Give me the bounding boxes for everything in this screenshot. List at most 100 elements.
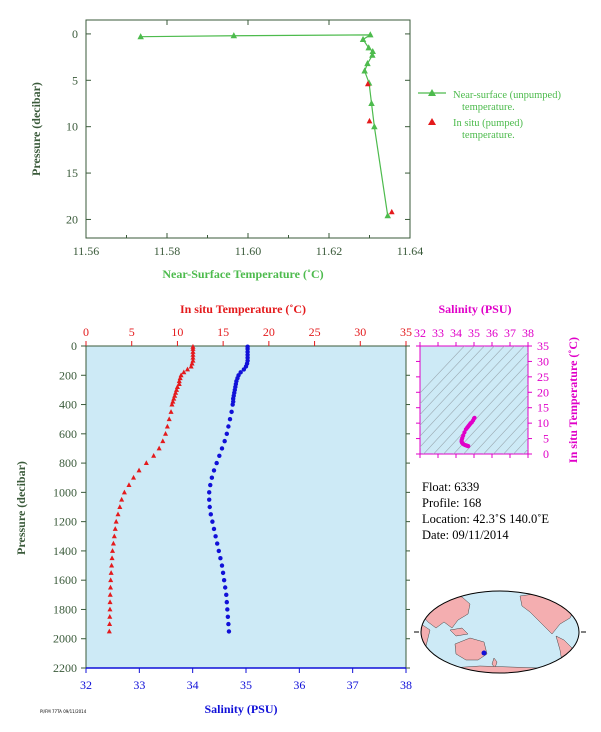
salinity-point: [225, 614, 231, 619]
insitu-temperature-point: [388, 208, 395, 215]
pressure-tick-label: 2200: [53, 661, 77, 675]
ts-isopycnal-curve: [420, 346, 515, 448]
temperature-point: [119, 496, 125, 502]
ts-salinity-tick-label: 32: [414, 326, 426, 340]
ts-isopycnal-curve: [513, 437, 528, 454]
temperature-point: [188, 363, 194, 369]
temperature-point: [170, 398, 176, 404]
pressure-axis-title: Pressure (decibar): [14, 461, 28, 555]
pressure-tick-label: 0: [71, 339, 77, 353]
temperature-tick-label: 20: [263, 325, 275, 339]
temperature-point: [143, 460, 149, 466]
ts-x-axis-title: Salinity (PSU): [438, 302, 511, 316]
salinity-point: [213, 534, 218, 539]
temperature-point: [190, 351, 196, 357]
salinity-tick-label: 35: [240, 678, 252, 692]
profile-date: Date: 09/11/2014: [422, 528, 509, 542]
ts-isopycnal-curve: [433, 352, 528, 454]
temperature-point: [107, 584, 114, 590]
temperature-tick-label: 30: [354, 325, 366, 339]
salinity-point: [207, 490, 212, 495]
temperature-point: [173, 387, 180, 392]
temperature-tick-label: 10: [171, 325, 183, 339]
profile-number: Profile: 168: [422, 496, 482, 510]
near-surface-y-tick-label: 20: [66, 212, 78, 226]
world-map: [414, 590, 586, 674]
salinity-point: [215, 541, 220, 546]
ts-temperature-tick-label: 20: [537, 385, 549, 399]
ts-isopycnal-curve: [423, 346, 525, 454]
near-surface-axes: 11.56 11.58 11.60 11.62 11.64 0 5 10 15 20: [66, 20, 423, 258]
ts-temperature-tick-label: 35: [537, 339, 549, 353]
temperature-tick-label: 5: [129, 325, 135, 339]
salinity-tick-label: 32: [80, 678, 92, 692]
ts-diagram-background: [419, 345, 529, 455]
ts-isopycnal-curve: [420, 346, 475, 405]
salinity-point: [224, 431, 229, 437]
temperature-point: [131, 474, 137, 480]
ts-temperature-tick-label: 25: [537, 370, 549, 384]
temperature-point: [109, 555, 115, 561]
temperature-point: [166, 416, 172, 422]
temperature-point: [107, 621, 113, 627]
temperature-tick-label: 25: [309, 325, 321, 339]
temperature-point: [176, 381, 182, 387]
unpumped-temperature-point: [364, 60, 371, 67]
temperature-point: [108, 570, 114, 575]
temperature-point: [107, 599, 113, 605]
near-surface-x-tick-label: 11.56: [73, 244, 100, 258]
temperature-tick-label: 15: [217, 325, 229, 339]
unpumped-temperature-point: [371, 123, 378, 130]
ts-isopycnal-curve: [473, 394, 528, 454]
temperature-point: [136, 467, 142, 473]
salinity-tick-label: 36: [293, 678, 305, 692]
ts-isopycnal-curve: [420, 346, 465, 394]
ts-temperature-tick-label: 10: [537, 416, 549, 430]
temperature-tick-label: 0: [83, 325, 89, 339]
ts-isopycnal-curve: [443, 362, 528, 454]
pressure-tick-label: 1800: [53, 602, 77, 616]
temperature-point: [156, 445, 162, 451]
near-surface-plot: 11.56 11.58 11.60 11.62 11.64 0 5 10 15 20 Near-S…: [29, 19, 423, 281]
float-id: Float: 6339: [422, 480, 480, 494]
temperature-point: [184, 366, 191, 372]
legend-unpumped-label: Near-surface (unpumped) temperature.: [453, 90, 564, 113]
insitu-temperature-point: [366, 117, 373, 124]
temperature-point: [172, 392, 178, 398]
ts-salinity-tick-label: 38: [522, 326, 534, 340]
ts-isopycnal-curve: [420, 346, 505, 437]
ts-isopycnals: [420, 346, 528, 454]
near-surface-legend: Near-surface (unpumped) temperature. In …: [418, 89, 564, 141]
unpumped-temperature-point: [369, 47, 376, 55]
temperature-point: [189, 360, 195, 366]
salinity-tick-label: 38: [400, 678, 412, 692]
profile-plot: 0 5 10 15 20 25 30 35 32 33 34 35 36 37 38 0 200 400 600 80…: [14, 302, 412, 716]
salinity-axis-title: Salinity (PSU): [204, 702, 277, 716]
salinity-point: [241, 367, 247, 372]
pressure-tick-label: 600: [59, 427, 77, 441]
near-surface-x-tick-label: 11.62: [316, 244, 343, 258]
unpumped-temperature-point: [361, 67, 368, 74]
temperature-point: [190, 357, 196, 363]
near-surface-x-tick-label: 11.64: [397, 244, 424, 258]
salinity-point: [207, 497, 212, 502]
near-surface-plot-frame: [85, 19, 411, 239]
salinity-tick-label: 37: [347, 678, 359, 692]
salinity-point: [223, 585, 228, 590]
ts-isopycnal-curve: [453, 373, 528, 454]
salinity-point: [216, 548, 221, 554]
temperature-point: [106, 628, 112, 634]
ts-salinity-tick-label: 37: [504, 326, 516, 340]
pressure-tick-label: 1000: [53, 485, 77, 499]
ts-isopycnal-curve: [420, 346, 495, 426]
temperature-point: [177, 375, 183, 381]
salinity-point: [208, 512, 213, 517]
unpumped-temperature-point: [384, 212, 391, 219]
float-location-marker: [481, 650, 487, 656]
float-info: Float: 6339 Profile: 168 Location: 42.3˚…: [422, 479, 549, 543]
pressure-tick-label: 2000: [53, 632, 77, 646]
ts-temperature-tick-label: 0: [543, 447, 549, 461]
salinity-point: [221, 577, 227, 583]
